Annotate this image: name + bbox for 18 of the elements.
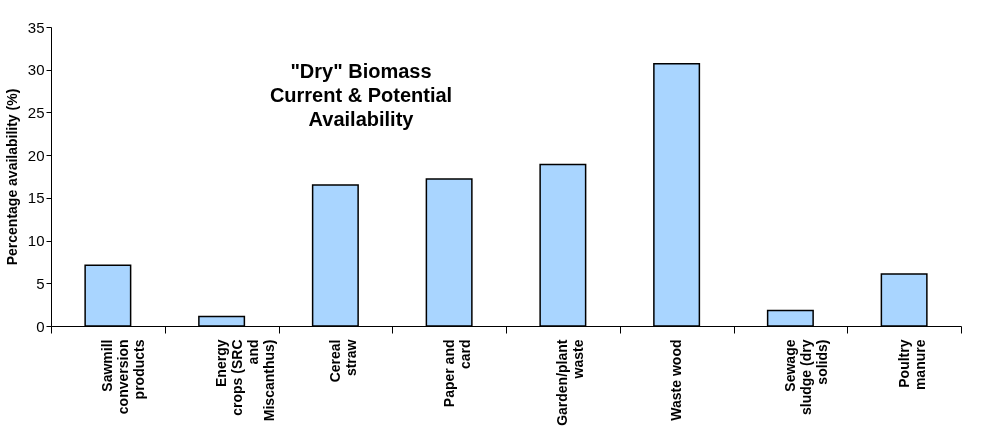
y-axis-title: Percentage availability (%) — [3, 88, 20, 266]
y-tick-label: 25 — [27, 103, 45, 121]
y-tick-label: 10 — [27, 232, 45, 250]
x-tick-label: Sawmill conversion products — [99, 339, 148, 415]
y-tick-label: 5 — [36, 274, 45, 292]
y-tick-label: 0 — [36, 317, 45, 335]
y-tick-label: 35 — [27, 18, 45, 36]
x-tick-label: Energy crops (SRC and Miscanthus) — [213, 339, 278, 422]
x-tick-label: Poultry manure — [895, 339, 928, 391]
x-tick-label: Cereal straw — [326, 339, 359, 383]
x-tick-label: Waste wood — [668, 339, 685, 421]
text: "Dry" Biomass Current & Potential Availability — [269, 60, 453, 130]
x-tick-label: Garden/plant waste — [554, 339, 587, 426]
x-tick-label: Paper and card — [440, 339, 473, 408]
y-tick-label: 30 — [27, 61, 45, 79]
y-tick-label: 15 — [27, 189, 45, 207]
x-tick-label: Sewage sludge (dry solids) — [781, 339, 830, 415]
y-tick-label: 20 — [27, 146, 45, 164]
